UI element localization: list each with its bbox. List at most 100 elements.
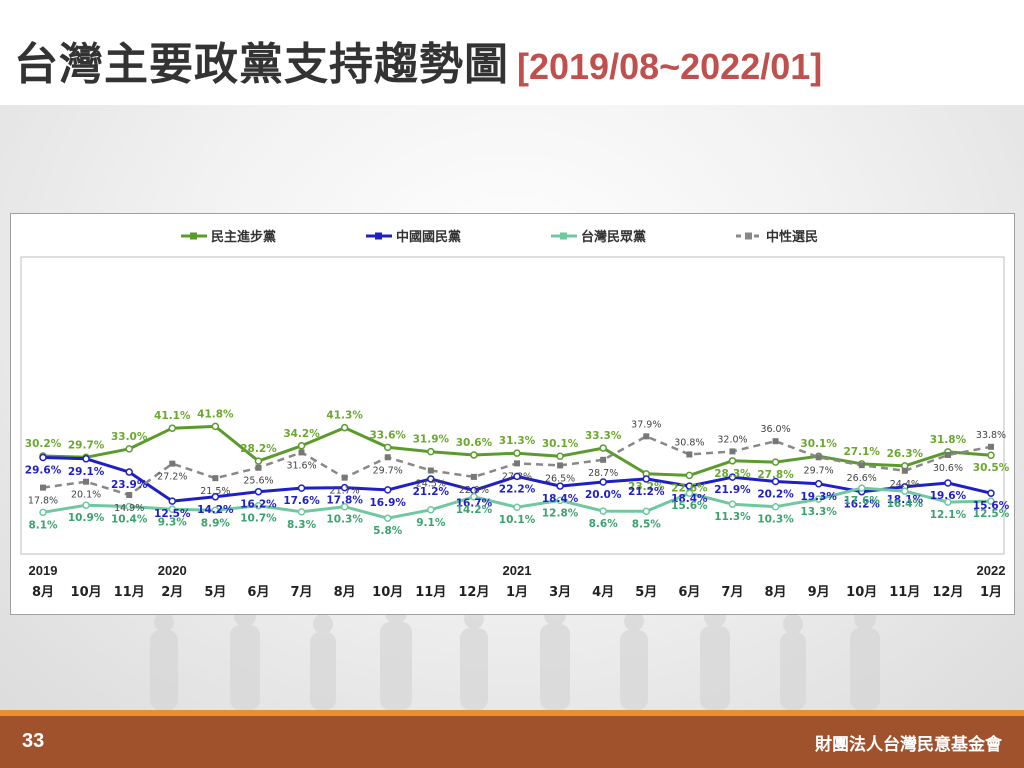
data-point — [427, 447, 435, 456]
footer-accent-line — [0, 710, 1024, 716]
data-point — [513, 472, 521, 481]
data-point — [126, 492, 133, 499]
data-label: 20.0% — [585, 489, 622, 501]
organization-name: 財團法人台灣民意基金會 — [815, 735, 1002, 755]
data-point — [686, 451, 693, 458]
data-label: 8.6% — [589, 518, 619, 530]
data-point — [83, 478, 90, 485]
data-point — [212, 475, 219, 482]
x-tick-label: 11月 — [415, 585, 446, 600]
data-label: 21.7% — [330, 486, 360, 497]
x-tick-label: 8月 — [765, 585, 787, 600]
data-label: 41.8% — [197, 408, 234, 420]
data-point — [728, 457, 737, 465]
data-label: 8.3% — [287, 519, 317, 531]
data-label: 18.4% — [542, 493, 579, 505]
data-point — [427, 475, 435, 483]
data-point — [772, 438, 779, 445]
data-label: 18.1% — [887, 494, 924, 506]
data-point — [297, 484, 306, 492]
data-point — [729, 448, 736, 455]
legend-label: 中性選民 — [766, 229, 818, 245]
data-label: 27.8% — [757, 469, 794, 481]
data-label: 28.7% — [588, 468, 618, 479]
data-point — [211, 506, 220, 515]
data-label: 26.3% — [887, 448, 924, 460]
data-point — [39, 453, 47, 462]
data-point — [39, 508, 47, 517]
data-label: 5.8% — [373, 525, 403, 537]
page-title: 台灣主要政黨支持趨勢圖 [2019/08~2022/01] — [14, 28, 822, 92]
data-point — [987, 451, 995, 459]
data-label: 16.2% — [240, 499, 277, 511]
data-label: 27.2% — [157, 472, 187, 483]
data-point — [211, 422, 220, 431]
data-label: 33.3% — [585, 430, 622, 442]
data-point — [556, 482, 564, 490]
party-support-line-chart: 民主進步黨 中國國民黨 台灣民眾黨 中性選民 8月 10月 11月 2月 5月 6月 7月 8月 10… — [20, 229, 1010, 600]
data-label: 15.6% — [671, 500, 708, 512]
data-label: 18.4% — [671, 493, 708, 505]
data-point — [384, 454, 391, 461]
data-label: 30.2% — [25, 438, 62, 450]
x-tick-label: 10月 — [71, 585, 102, 600]
data-label: 9.3% — [158, 516, 188, 528]
data-label: 37.9% — [631, 419, 661, 430]
data-label: 20.1% — [71, 490, 101, 501]
data-point — [642, 507, 651, 516]
data-point — [383, 514, 392, 522]
data-point — [211, 493, 220, 501]
data-point — [728, 500, 737, 508]
data-point — [642, 475, 651, 483]
year-label: 2022 — [977, 563, 1006, 578]
data-label: 12.1% — [930, 509, 967, 521]
x-tick-label: 12月 — [458, 585, 489, 600]
data-point — [341, 474, 348, 481]
legend-marker — [560, 232, 567, 240]
plot-area — [20, 256, 1005, 555]
x-tick-label: 7月 — [721, 585, 743, 600]
x-tick-label: 9月 — [808, 585, 830, 600]
data-label: 19.6% — [930, 490, 967, 502]
data-label: 24.5% — [416, 479, 446, 490]
data-label: 31.8% — [930, 434, 967, 446]
data-point — [125, 445, 133, 453]
data-point — [168, 424, 177, 432]
x-tick-label: 4月 — [592, 585, 614, 600]
year-label: 2019 — [29, 563, 58, 578]
data-point — [297, 442, 306, 450]
data-label: 15.6% — [973, 500, 1010, 512]
data-point — [857, 484, 866, 492]
x-tick-label: 7月 — [291, 585, 313, 600]
x-tick-label: 3月 — [549, 585, 571, 600]
data-point — [901, 487, 909, 495]
data-point — [383, 443, 392, 452]
legend-marker — [190, 232, 197, 240]
data-point — [340, 502, 349, 511]
data-point — [383, 486, 392, 494]
data-label: 41.1% — [154, 410, 191, 422]
data-point — [600, 456, 607, 463]
data-label: 30.1% — [542, 438, 579, 450]
data-label: 32.0% — [717, 434, 747, 445]
data-label: 8.5% — [632, 518, 662, 530]
data-point — [556, 496, 564, 505]
legend-label: 民主進步黨 — [211, 229, 276, 245]
data-label: 16.2% — [844, 499, 881, 511]
x-tick-label: 2月 — [161, 585, 183, 600]
x-tick-label: 5月 — [204, 585, 226, 600]
x-tick-label: 5月 — [635, 585, 657, 600]
data-label: 25.6% — [243, 476, 273, 487]
x-tick-label: 1月 — [506, 585, 528, 600]
data-label: 29.6% — [25, 465, 62, 477]
data-label: 19.3% — [800, 491, 837, 503]
data-label: 14.2% — [456, 504, 493, 516]
data-label: 21.2% — [413, 486, 450, 498]
x-tick-label: 8月 — [334, 585, 356, 600]
data-point — [944, 451, 951, 458]
data-label: 17.6% — [844, 495, 881, 507]
data-label: 11.3% — [714, 511, 751, 523]
data-label: 14.2% — [197, 504, 234, 516]
data-label: 9.1% — [416, 517, 446, 529]
data-point — [728, 473, 737, 481]
